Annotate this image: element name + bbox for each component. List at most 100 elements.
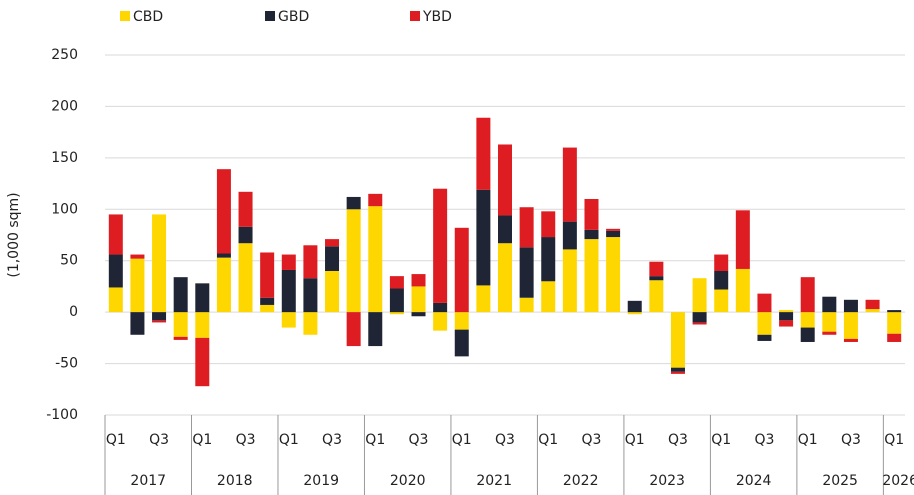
bar-segment [865, 299, 880, 310]
x-tick-label: Q1 [711, 432, 731, 448]
bar-segment [368, 193, 383, 207]
x-tick-label: Q3 [149, 432, 169, 448]
bar-segment [627, 312, 642, 315]
year-label: 2023 [649, 473, 685, 489]
bar-segment [887, 310, 902, 313]
bar-segment [389, 276, 404, 289]
bar-segment [843, 299, 858, 313]
bar-segment [325, 246, 340, 271]
y-tick-label: 100 [51, 201, 78, 217]
y-tick-label: -50 [55, 356, 78, 372]
bar-segment [433, 312, 448, 331]
bar-segment [260, 297, 275, 305]
bar-segment [779, 312, 794, 321]
bar-segment [649, 276, 664, 281]
bar-segment [238, 191, 253, 227]
bar-segment [216, 257, 231, 313]
bar-segment [476, 189, 491, 286]
bar-segment [281, 312, 296, 328]
bar-segment [130, 312, 145, 335]
bar-segment [303, 245, 318, 279]
x-tick-label: Q1 [538, 432, 558, 448]
bar-segment [670, 367, 685, 372]
bar-segment [108, 287, 123, 313]
bar-segment [411, 312, 426, 317]
bar-segment [562, 147, 577, 222]
bar-segment [584, 229, 599, 240]
bar-segment [519, 297, 534, 313]
bar-segment [649, 261, 664, 277]
bar-segment [800, 312, 815, 328]
year-label: 2024 [736, 473, 772, 489]
bar-segment [368, 206, 383, 313]
year-label: 2026 [882, 473, 914, 489]
x-tick-label: Q1 [279, 432, 299, 448]
x-tick-label: Q3 [495, 432, 515, 448]
bar-segment [541, 237, 556, 282]
y-tick-label: 150 [51, 150, 78, 166]
bar-segment [541, 281, 556, 313]
bar-segment [195, 283, 210, 313]
bar-segment [714, 271, 729, 290]
bar-segment [389, 312, 404, 315]
bar-segment [735, 210, 750, 269]
y-axis-label: (1,000 sqm) [6, 192, 22, 277]
bar-segment [800, 277, 815, 313]
bar-segment [779, 320, 794, 327]
bar-segment [692, 322, 707, 325]
bar-segment [692, 278, 707, 313]
bar-segment [822, 296, 837, 313]
bar-segment [260, 304, 275, 313]
bar-segment [195, 337, 210, 387]
bar-segment [714, 254, 729, 271]
bar-segment [606, 228, 621, 231]
x-tick-label: Q3 [754, 432, 774, 448]
y-tick-label: 50 [60, 253, 78, 269]
bar-segment [822, 312, 837, 332]
bar-segment [627, 300, 642, 313]
bar-segment [216, 169, 231, 254]
bar-segment [584, 199, 599, 230]
bar-segment [498, 243, 512, 313]
bar-segment [303, 312, 318, 335]
bar-segment [238, 226, 253, 244]
bar-segment [670, 371, 685, 374]
year-label: 2021 [476, 473, 512, 489]
x-tick-label: Q3 [668, 432, 688, 448]
bar-segment [606, 230, 621, 238]
bar-segment [325, 271, 340, 313]
legend-swatch [410, 11, 420, 21]
bar-segment [346, 312, 361, 347]
bar-segment [130, 254, 145, 259]
bar-segment [887, 333, 902, 342]
bar-segment [433, 188, 448, 303]
year-label: 2025 [822, 473, 858, 489]
bar-segment [606, 237, 621, 313]
year-label: 2020 [390, 473, 426, 489]
bar-segment [865, 309, 880, 313]
bar-segment [454, 312, 469, 330]
bar-segment [519, 247, 534, 298]
bar-segment [389, 288, 404, 313]
bar-segment [303, 278, 318, 313]
x-tick-label: Q3 [841, 432, 861, 448]
bar-segment [584, 239, 599, 313]
x-tick-label: Q1 [452, 432, 472, 448]
y-tick-label: 200 [51, 98, 78, 114]
bar-segment [476, 117, 491, 190]
y-tick-label: 250 [51, 47, 78, 63]
bar-segment [562, 249, 577, 313]
legend-swatch [120, 11, 130, 21]
bar-segment [476, 285, 491, 313]
bar-segment [108, 214, 123, 255]
bar-segment [281, 254, 296, 270]
bar-segment [173, 312, 188, 337]
bar-segment [195, 312, 210, 338]
x-tick-label: Q3 [236, 432, 256, 448]
bar-segment [216, 253, 231, 258]
x-tick-label: Q1 [365, 432, 385, 448]
bar-segment [152, 214, 167, 313]
bar-segment [887, 312, 902, 334]
bar-segment [843, 338, 858, 342]
